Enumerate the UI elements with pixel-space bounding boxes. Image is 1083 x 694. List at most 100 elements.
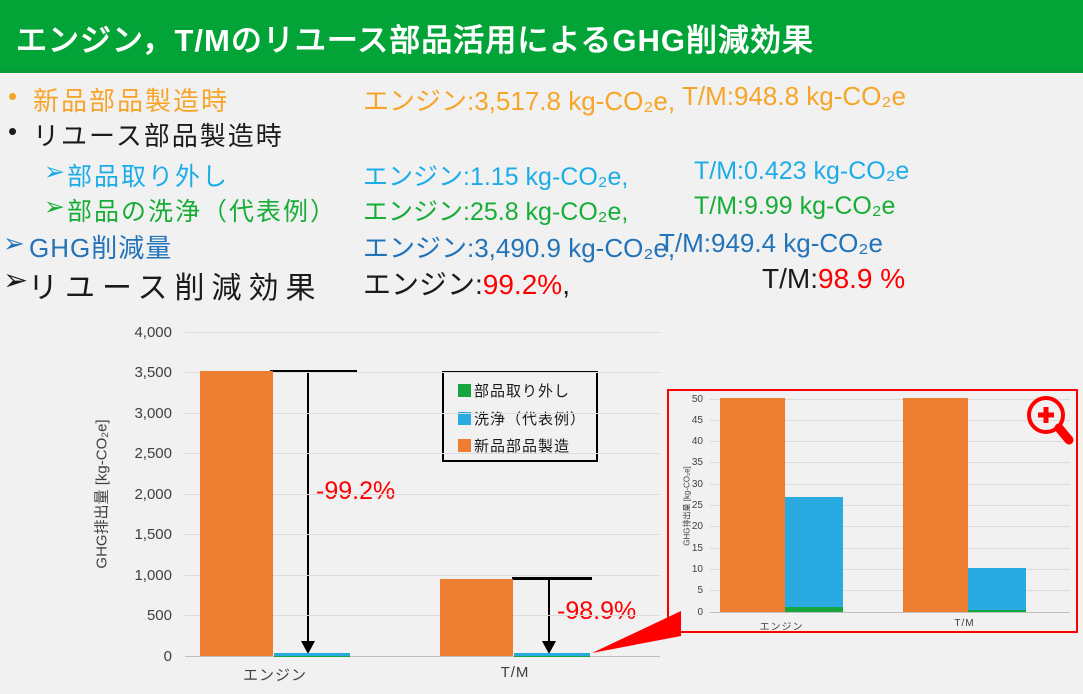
page-title: エンジン，T/Mのリユース部品活用によるGHG削減効果 [16, 23, 814, 58]
gridline [185, 372, 660, 373]
y-axis-tick: 30 [691, 478, 703, 490]
gridline [185, 574, 660, 576]
legend-label: 部品取り外し [474, 382, 571, 400]
zoom-in-icon [1027, 396, 1074, 445]
gridline [710, 590, 1070, 592]
legend-swatch-green [458, 383, 471, 397]
x-axis-label: エンジン [759, 622, 804, 633]
bullet-label: リユース削減効果 [28, 272, 323, 305]
bar-new-part-engine [720, 398, 785, 612]
gridline [710, 398, 1070, 400]
y-axis-tick: 5 [697, 585, 703, 597]
arrow-bullet-icon: ➢ [44, 193, 65, 221]
y-axis-tick: 2,500 [134, 445, 172, 463]
bar-cleaning-engine [785, 497, 843, 608]
y-axis-tick: 1,500 [134, 526, 172, 544]
engine-reduction-annotation: -99.2% [316, 477, 396, 505]
gridline [710, 526, 1070, 528]
y-axis-tick: 3,000 [134, 404, 172, 422]
y-axis-tick: 3,500 [134, 364, 172, 382]
gridline [185, 655, 660, 657]
bullet-label: GHG削減量 [29, 233, 173, 263]
bar-cleaning-engine [274, 653, 350, 656]
y-axis-tick: 35 [691, 457, 703, 469]
tm-prefix: T/M: [762, 263, 818, 294]
gridline [185, 534, 660, 535]
bullet-label: 部品取り外し [67, 163, 230, 191]
x-axis-label: エンジン [242, 667, 307, 684]
tm-arrowhead-icon [542, 641, 556, 654]
legend-item: 部品取り外し [458, 382, 571, 400]
tm-cap-line [512, 577, 592, 580]
header-bar: エンジン，T/Mのリユース部品活用によるGHG削減効果 [0, 0, 1083, 73]
x-axis-label: T/M [954, 618, 975, 629]
bar-cleaning-tm [514, 653, 590, 656]
y-axis-tick: 45 [691, 414, 703, 426]
y-axis-tick: 4,000 [134, 323, 172, 341]
gridline [185, 493, 660, 495]
bar-removal-engine [785, 607, 843, 612]
engine-value: エンジン:25.8 kg-CO₂e, [363, 198, 629, 226]
gridline [185, 615, 660, 616]
bar-new-part-engine [200, 371, 273, 656]
tm-value: T/M:0.423 kg-CO₂e [694, 157, 910, 185]
arrow-bullet-icon: ➢ [3, 228, 25, 258]
comma: , [562, 269, 570, 300]
bar-new-part-tm [440, 579, 513, 656]
bullet-row: ➢ 部品取り外し エンジン:1.15 kg-CO₂e, T/M:0.423 kg… [44, 157, 909, 191]
bullet-icon: • [8, 116, 18, 146]
bar-new-part-tm [903, 398, 968, 612]
bullet-icon: • [8, 81, 18, 111]
tm-value: T/M:949.4 kg-CO₂e [659, 228, 883, 258]
callout-triangle [592, 611, 681, 653]
engine-prefix: エンジン: [363, 269, 483, 300]
bullet-row: ➢ 部品の洗浄（代表例） エンジン:25.8 kg-CO₂e, T/M:9.99… [44, 192, 895, 226]
engine-value: エンジン:3,517.8 kg-CO₂e, [363, 86, 676, 116]
engine-arrowhead-icon [301, 641, 315, 654]
legend-item: 洗浄（代表例） [458, 410, 586, 428]
gridline [710, 611, 1070, 613]
bullet-label: 新品部品製造時 [33, 86, 230, 116]
bar-removal-tm [968, 610, 1026, 612]
y-axis-tick: 20 [691, 521, 703, 533]
engine-arrow-line [307, 372, 309, 642]
legend-item: 新品部品製造 [458, 437, 571, 455]
arrow-bullet-icon: ➢ [3, 264, 29, 297]
tm-arrow-line [548, 580, 550, 642]
bullet-row: ➢ GHG削減量 エンジン:3,490.9 kg-CO₂e, T/M:949.4… [3, 228, 883, 263]
y-axis-tick: 500 [146, 607, 172, 625]
tm-reduction-annotation: -98.9% [557, 597, 637, 625]
gridline [710, 568, 1070, 570]
engine-cap-line [270, 370, 357, 373]
chart-legend: 部品取り外し 洗浄（代表例） 新品部品製造 [442, 371, 598, 462]
y-axis-tick: 25 [691, 500, 703, 511]
bullet-row: ➢ リユース削減効果 エンジン:99.2%, T/M:98.9 % [3, 263, 905, 305]
gridline [710, 505, 1070, 506]
y-axis-tick: 1,000 [134, 566, 172, 584]
bullet-row: • 新品部品製造時 エンジン:3,517.8 kg-CO₂e, T/M:948.… [8, 81, 906, 116]
legend-label: 新品部品製造 [474, 437, 571, 455]
tm-value: T/M:9.99 kg-CO₂e [694, 192, 896, 220]
y-axis-tick: 40 [691, 436, 703, 448]
bar-cleaning-tm [968, 567, 1026, 611]
bullet-label: リユース部品製造時 [33, 121, 284, 151]
y-axis-tick: 0 [163, 647, 172, 665]
y-axis-tick: 2,000 [134, 485, 172, 503]
y-axis-tick: 50 [691, 393, 703, 405]
legend-swatch-blue [458, 411, 471, 425]
legend-swatch-orange [458, 438, 471, 452]
arrow-bullet-icon: ➢ [44, 158, 65, 186]
tm-reduction-pct: 98.9 % [818, 263, 906, 294]
gridline [710, 547, 1070, 549]
gridline [185, 453, 660, 454]
bullet-row: • リユース部品製造時 [8, 116, 282, 151]
y-axis-tick: 15 [691, 542, 703, 554]
gridline [710, 419, 1070, 421]
tm-result: T/M:98.9 % [762, 263, 905, 295]
x-axis-label: T/M [500, 664, 530, 681]
engine-result: エンジン:99.2%, [363, 263, 570, 303]
y-axis-tick: 0 [697, 606, 703, 618]
y-axis-tick: 10 [691, 563, 703, 575]
gridline [710, 462, 1070, 464]
